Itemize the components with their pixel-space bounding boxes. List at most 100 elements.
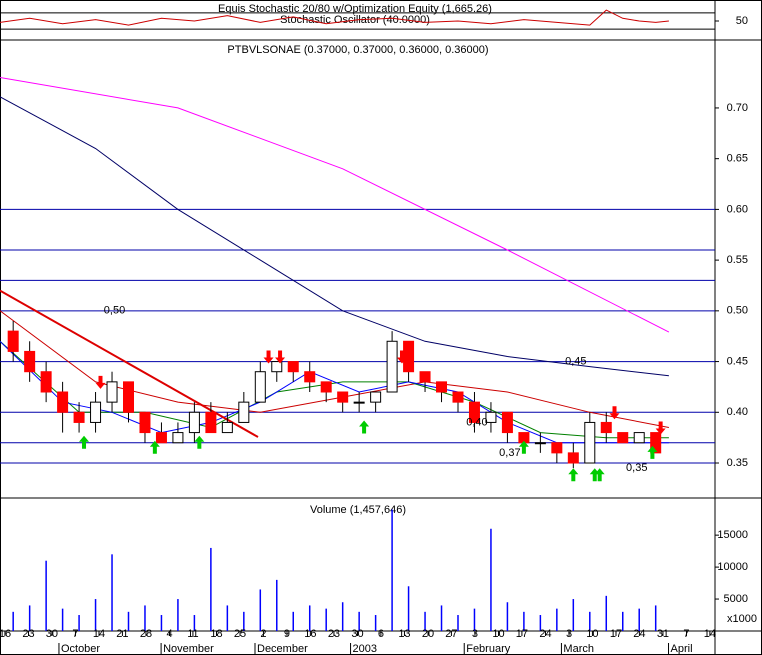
x-tick-label: 17 xyxy=(610,628,622,640)
x-tick-label: 16 xyxy=(304,628,316,640)
candle-body xyxy=(353,401,365,404)
candle-body xyxy=(600,421,612,434)
panel-title: Equis Stochastic 20/80 w/Optimization Eq… xyxy=(218,3,492,15)
moving-average xyxy=(0,96,669,377)
x-tick-label: 10 xyxy=(586,628,598,640)
candle-body xyxy=(633,432,645,444)
x-tick-label: 11 xyxy=(187,628,198,640)
sell-arrow xyxy=(95,375,106,389)
candle-body xyxy=(271,361,283,373)
y-tick-label: 5000 xyxy=(724,593,748,605)
y-tick-label: 0.50 xyxy=(727,305,748,317)
month-label: October xyxy=(61,643,100,655)
buy-arrow xyxy=(149,440,160,454)
candle-body xyxy=(452,391,464,403)
y-tick-label: 0.70 xyxy=(727,102,748,114)
x-tick-label: 30 xyxy=(46,628,58,640)
buy-arrow xyxy=(568,468,579,482)
month-label: December xyxy=(257,643,308,655)
candle-body xyxy=(584,421,596,464)
candle-body xyxy=(419,371,431,383)
y-tick-label: 0.60 xyxy=(727,203,748,215)
sell-arrow xyxy=(396,350,407,364)
moving-average xyxy=(0,340,669,444)
y-tick-label: 15000 xyxy=(717,529,748,541)
candle-body xyxy=(106,381,118,403)
x-tick-label: 2 xyxy=(260,628,266,640)
candle-body xyxy=(468,401,480,423)
x-tick-label: 14 xyxy=(93,628,105,640)
candle-body xyxy=(24,350,36,373)
y-tick-label: 0.65 xyxy=(727,153,748,165)
month-label: February xyxy=(466,643,511,655)
candle-body xyxy=(205,411,217,434)
candle-body xyxy=(188,411,200,434)
candle-body xyxy=(485,411,497,423)
x-tick-label: 31 xyxy=(657,628,669,640)
candle-body xyxy=(287,361,299,373)
candle-body xyxy=(7,330,19,352)
candle-body xyxy=(567,452,579,464)
sell-arrow xyxy=(275,350,286,364)
x-tick-label: 30 xyxy=(351,628,363,640)
candle-body xyxy=(238,401,250,423)
x-tick-label: 24 xyxy=(539,628,551,640)
candle-body xyxy=(534,442,546,445)
x-tick-label: 10 xyxy=(492,628,504,640)
candle-body xyxy=(551,442,563,454)
unit-label: x1000 xyxy=(727,613,757,625)
y-tick-label: 10000 xyxy=(717,561,748,573)
panel-title: Volume (1,457,646) xyxy=(310,504,406,516)
candle-body xyxy=(123,381,135,413)
buy-arrow xyxy=(647,445,658,459)
month-label: 2003 xyxy=(353,643,377,655)
buy-arrow xyxy=(518,440,529,454)
y-tick-label: 0.55 xyxy=(727,254,748,266)
y-tick-label: 0.40 xyxy=(727,406,748,418)
candle-body xyxy=(617,432,629,444)
x-tick-label: 14 xyxy=(704,628,716,640)
annotation: 0,45 xyxy=(565,355,586,367)
candle-body xyxy=(221,421,233,434)
x-tick-label: 23 xyxy=(328,628,340,640)
y-tick-label: 0.35 xyxy=(727,457,748,469)
candle-body xyxy=(57,391,69,413)
buy-arrow xyxy=(359,420,370,434)
candle-body xyxy=(370,391,382,403)
candle-body xyxy=(254,371,266,403)
x-tick-label: 23 xyxy=(22,628,34,640)
x-tick-label: 21 xyxy=(116,628,128,640)
x-tick-label: 3 xyxy=(566,628,572,640)
candle-body xyxy=(403,340,415,373)
candle-body xyxy=(304,371,316,383)
x-tick-label: 9 xyxy=(284,628,290,640)
x-tick-label: 6 xyxy=(378,628,384,640)
annotation: 0,37 xyxy=(499,447,520,459)
x-tick-label: 7 xyxy=(683,628,689,640)
sell-arrow xyxy=(655,421,666,435)
sell-arrow xyxy=(609,406,620,420)
annotation: 0,40 xyxy=(466,416,487,428)
month-label: April xyxy=(671,643,693,655)
candle-body xyxy=(650,432,662,454)
panel-title: PTBVLSONAE (0.37000, 0.37000, 0.36000, 0… xyxy=(227,44,488,56)
x-tick-label: 24 xyxy=(633,628,645,640)
candle-body xyxy=(40,371,52,393)
candle-body xyxy=(337,391,349,403)
x-tick-label: 25 xyxy=(234,628,246,640)
sell-arrow xyxy=(263,350,274,364)
annotation: 0,50 xyxy=(104,305,125,317)
x-tick-label: 17 xyxy=(516,628,528,640)
x-tick-label: 27 xyxy=(445,628,457,640)
buy-arrow xyxy=(79,435,90,449)
candle-body xyxy=(90,401,102,423)
x-tick-label: 16 xyxy=(0,628,11,640)
annotation: 0,35 xyxy=(626,462,647,474)
candle-body xyxy=(436,381,448,393)
x-tick-label: 20 xyxy=(422,628,434,640)
buy-arrow xyxy=(194,435,205,449)
y-tick-label: 50 xyxy=(736,15,748,27)
x-tick-label: 4 xyxy=(166,628,172,640)
